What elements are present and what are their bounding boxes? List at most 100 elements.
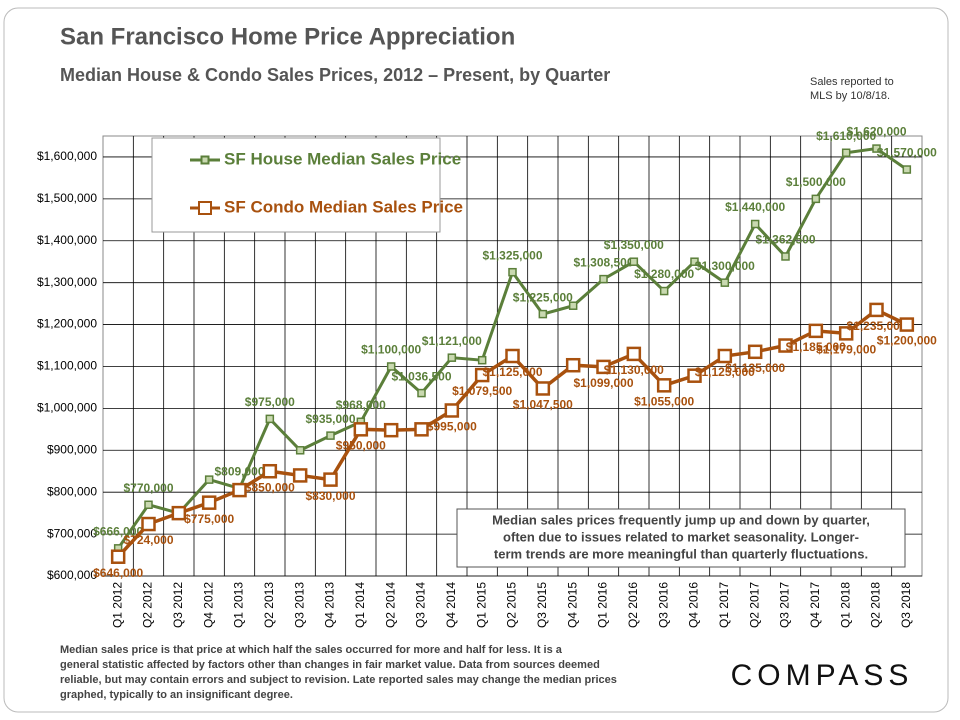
x-tick-label: Q1 2017 bbox=[717, 582, 731, 628]
x-tick-label: Q2 2014 bbox=[383, 582, 397, 628]
marker bbox=[811, 194, 821, 204]
marker bbox=[386, 362, 396, 371]
x-tick-label: Q3 2015 bbox=[535, 582, 549, 628]
data-label: $1,280,000 bbox=[634, 267, 694, 281]
logo: COMPASS bbox=[731, 659, 914, 692]
data-label: $1,121,000 bbox=[422, 334, 482, 348]
marker bbox=[353, 422, 369, 437]
data-label: $975,000 bbox=[245, 395, 295, 409]
marker bbox=[781, 252, 790, 261]
x-tick-label: Q3 2012 bbox=[171, 582, 185, 628]
marker bbox=[841, 148, 851, 158]
data-label: $830,000 bbox=[305, 489, 355, 503]
data-label: $646,000 bbox=[93, 566, 143, 580]
data-label: $1,185,000 bbox=[786, 340, 846, 354]
data-label: $1,200,000 bbox=[877, 334, 937, 348]
x-tick-label: Q4 2014 bbox=[444, 582, 458, 628]
footnote: Median sales price is that price at whic… bbox=[60, 644, 563, 656]
x-tick-label: Q2 2017 bbox=[747, 582, 761, 628]
marker bbox=[141, 516, 156, 532]
x-tick-label: Q3 2016 bbox=[656, 582, 670, 628]
marker bbox=[505, 348, 520, 364]
marker bbox=[323, 472, 338, 487]
marker bbox=[295, 446, 305, 455]
data-label: $1,135,000 bbox=[725, 361, 785, 375]
data-label: $775,000 bbox=[184, 512, 234, 526]
chart-title: San Francisco Home Price Appreciation bbox=[60, 23, 515, 50]
marker bbox=[383, 422, 399, 438]
data-label: $968,000 bbox=[336, 398, 386, 412]
marker bbox=[659, 286, 669, 296]
marker bbox=[687, 368, 702, 383]
data-label: $666,000 bbox=[93, 525, 143, 539]
data-label: $1,036,500 bbox=[391, 369, 451, 383]
marker bbox=[717, 348, 733, 364]
marker bbox=[535, 381, 551, 396]
marker bbox=[629, 257, 639, 266]
x-tick-label: Q4 2012 bbox=[201, 582, 215, 628]
data-label: $1,179,000 bbox=[816, 343, 876, 357]
note: MLS by 10/8/18. bbox=[810, 90, 890, 102]
x-tick-label: Q3 2013 bbox=[292, 582, 306, 628]
data-label: $1,099,000 bbox=[573, 376, 633, 390]
marker bbox=[599, 274, 608, 284]
x-tick-label: Q1 2018 bbox=[838, 582, 852, 628]
x-tick-label: Q1 2013 bbox=[232, 582, 246, 628]
y-tick-label: $1,100,000 bbox=[37, 359, 97, 373]
footnote: general statistic affected by factors ot… bbox=[60, 659, 600, 671]
marker bbox=[838, 326, 854, 341]
marker bbox=[538, 309, 548, 319]
x-tick-label: Q1 2012 bbox=[110, 582, 124, 628]
marker bbox=[232, 482, 247, 498]
annotation: often due to issues related to market se… bbox=[503, 529, 859, 544]
marker bbox=[447, 353, 457, 362]
footnote: reliable, but may contain errors and sub… bbox=[60, 674, 617, 686]
marker bbox=[262, 463, 278, 479]
marker bbox=[201, 495, 217, 510]
marker bbox=[474, 367, 490, 383]
marker bbox=[902, 165, 912, 174]
marker bbox=[292, 468, 308, 483]
marker bbox=[568, 301, 578, 310]
data-label: $995,000 bbox=[427, 420, 477, 434]
marker bbox=[444, 403, 460, 418]
data-label: $1,125,000 bbox=[695, 365, 755, 379]
marker bbox=[326, 431, 335, 440]
marker bbox=[626, 346, 642, 362]
x-tick-label: Q2 2016 bbox=[626, 582, 640, 628]
data-label: $1,130,000 bbox=[604, 363, 664, 377]
y-tick-label: $800,000 bbox=[47, 484, 97, 498]
data-label: $1,500,000 bbox=[786, 175, 846, 189]
marker bbox=[204, 475, 214, 484]
data-label: $1,055,000 bbox=[634, 395, 694, 409]
data-label: $1,100,000 bbox=[361, 343, 421, 357]
data-label: $935,000 bbox=[305, 412, 355, 426]
x-tick-label: Q3 2014 bbox=[414, 582, 428, 628]
data-label: $1,079,500 bbox=[452, 384, 512, 398]
marker bbox=[171, 505, 187, 521]
y-tick-label: $1,400,000 bbox=[37, 233, 97, 247]
x-tick-label: Q2 2012 bbox=[141, 582, 155, 628]
y-tick-label: $1,600,000 bbox=[37, 149, 97, 163]
data-label: $1,440,000 bbox=[725, 200, 785, 214]
data-label: $1,125,000 bbox=[482, 365, 542, 379]
x-tick-label: Q2 2018 bbox=[869, 582, 883, 628]
data-label: $1,620,000 bbox=[846, 125, 906, 139]
footnote: graphed, typically to an insignificant d… bbox=[60, 689, 293, 701]
data-label: $1,610,000 bbox=[816, 129, 876, 143]
marker bbox=[596, 359, 611, 375]
data-label: $1,300,000 bbox=[695, 259, 755, 273]
x-tick-label: Q2 2015 bbox=[505, 582, 519, 628]
data-label: $1,047,500 bbox=[513, 398, 573, 412]
y-tick-label: $1,500,000 bbox=[37, 191, 97, 205]
x-tick-label: Q1 2015 bbox=[474, 582, 488, 628]
x-tick-label: Q2 2013 bbox=[262, 582, 276, 628]
marker bbox=[477, 355, 487, 365]
data-label: $809,000 bbox=[214, 465, 264, 479]
y-tick-label: $900,000 bbox=[47, 442, 97, 456]
chart-subtitle: Median House & Condo Sales Prices, 2012 … bbox=[60, 65, 610, 85]
data-label: $950,000 bbox=[336, 439, 386, 453]
data-label: $770,000 bbox=[123, 481, 173, 495]
data-label: $1,362,500 bbox=[755, 233, 815, 247]
y-tick-label: $600,000 bbox=[47, 568, 97, 582]
